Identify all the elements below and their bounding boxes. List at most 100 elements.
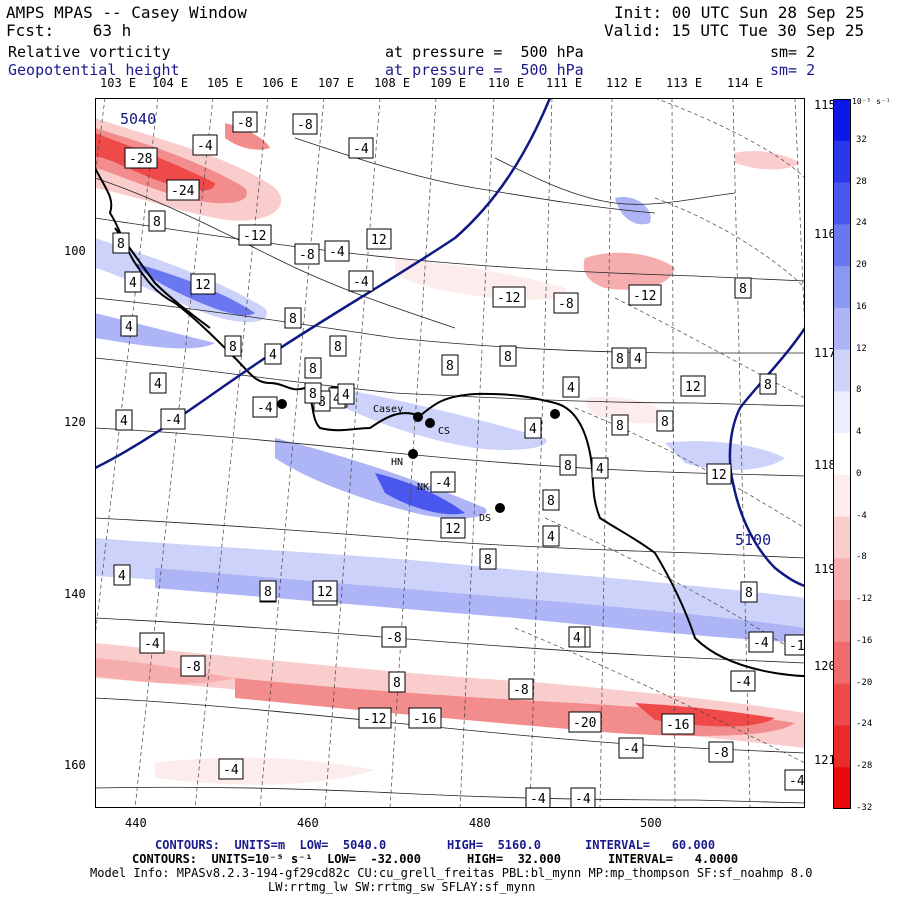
contour-label-box xyxy=(139,632,165,654)
contour-label-box xyxy=(259,580,277,602)
contour-label: -8 xyxy=(237,116,253,131)
contour-label: -4 xyxy=(353,275,369,290)
contour-label: 4 xyxy=(342,388,350,403)
contour-labels: -28-24-4-8 -8-48-48 124448-12-8-4128488-12… xyxy=(112,111,805,808)
geo-label-5040: 5040 xyxy=(120,110,156,128)
colorbar-tick-label: 4 xyxy=(856,427,862,438)
contour-label-box xyxy=(430,471,456,493)
colorbar-swatch xyxy=(833,99,851,142)
footer-model-info-2: LW:rrtmg_lw SW:rrtmg_sw SFLAY:sf_mynn xyxy=(268,880,536,894)
colorbar-tick-label: -8 xyxy=(856,552,867,563)
colorbar-swatch xyxy=(833,307,851,351)
contour-label-box xyxy=(568,626,586,648)
contour-label-box xyxy=(304,357,322,379)
contour-label-box xyxy=(784,769,805,791)
lon-label: 107 E xyxy=(318,76,355,90)
contour-label: -12 xyxy=(243,229,266,244)
contour-label-box xyxy=(120,315,138,337)
contour-label: 8 xyxy=(264,585,272,600)
contour-label: -4 xyxy=(735,675,751,690)
y-axis-label: 160 xyxy=(64,758,86,772)
station-dot-cp[interactable] xyxy=(550,409,560,419)
contour-label: 8 xyxy=(745,586,753,601)
contour-label-box xyxy=(218,758,244,780)
station-label-nk: NK xyxy=(417,482,429,493)
init-time: Init: 00 UTC Sun 28 Sep 25 xyxy=(614,3,865,22)
map-title: AMPS MPAS -- Casey Window xyxy=(6,3,247,22)
contour-label-box xyxy=(441,354,459,376)
colorbar-swatch xyxy=(833,767,851,809)
colorbar-swatch xyxy=(833,683,851,726)
contour-label: 8 xyxy=(334,340,342,355)
contour-label: 8 xyxy=(661,415,669,430)
lon-label: 108 E xyxy=(374,76,411,90)
contour-label-box xyxy=(192,134,218,156)
contour-label-box xyxy=(784,634,805,656)
contour-label: -16 xyxy=(666,718,689,733)
station-dot-casey[interactable] xyxy=(413,412,423,422)
lon-label: 113 E xyxy=(666,76,703,90)
station-dot-cs[interactable] xyxy=(425,418,435,428)
contour-label-box xyxy=(294,243,320,265)
contour-label-box xyxy=(149,372,167,394)
station-label-hn: HN xyxy=(391,457,403,468)
geo-label-5100: 5100 xyxy=(735,531,771,549)
contour-label-box xyxy=(525,787,551,808)
contour-label: -20 xyxy=(573,716,596,731)
colorbar-swatch xyxy=(833,433,851,476)
contour-label-box xyxy=(358,707,392,729)
contour-label: 8 xyxy=(504,350,512,365)
station-dot-sr[interactable] xyxy=(277,399,287,409)
contour-label: 4 xyxy=(129,276,137,291)
contour-label: -4 xyxy=(257,401,273,416)
colorbar-swatch xyxy=(833,140,851,184)
contour-label-box xyxy=(124,147,158,169)
contour-label-box xyxy=(680,375,706,397)
contour-label: 8 xyxy=(739,282,747,297)
colorbar-swatch xyxy=(833,516,851,559)
station-dot-ds[interactable] xyxy=(495,503,505,513)
colorbar-swatch xyxy=(833,725,851,768)
contour-label-box xyxy=(611,414,629,436)
contour-label: 8 xyxy=(446,359,454,374)
contour-label-box xyxy=(628,284,662,306)
contour-label-box xyxy=(542,489,560,511)
contour-label-box xyxy=(408,707,442,729)
contour-label: 8 xyxy=(564,459,572,474)
contour-label-box xyxy=(337,383,355,405)
colorbar-tick-label: -20 xyxy=(856,677,873,688)
contour-label: 8 xyxy=(153,215,161,230)
footer-model-info: Model Info: MPASv8.2.3-194-gf29cd82c CU:… xyxy=(90,866,813,880)
contour-label: 4 xyxy=(333,392,341,407)
contour-label-box xyxy=(499,345,517,367)
station-label-casey: Casey xyxy=(373,404,403,415)
footer-vort-interval: INTERVAL= 4.0000 xyxy=(608,852,739,866)
contour-label: -8 xyxy=(299,248,315,263)
contour-label: -12 xyxy=(633,289,656,304)
colorbar-tick-label: 32 xyxy=(856,134,867,145)
colorbar-tick-label: 12 xyxy=(856,343,867,354)
contour-label: 8 xyxy=(318,395,326,410)
longitude-labels-top: 103 E 104 E 105 E 106 E 107 E 108 E 109 … xyxy=(94,76,814,92)
contour-label-box xyxy=(329,335,347,357)
contour-label: -28 xyxy=(129,152,152,167)
contour-label-box xyxy=(591,457,609,479)
colorbar-swatch xyxy=(833,474,851,518)
colorbar-tick-label: 28 xyxy=(856,176,867,187)
station-dot-hn[interactable] xyxy=(408,449,418,459)
contour-label-box xyxy=(292,113,318,135)
contour-label: -4 xyxy=(530,792,546,807)
contour-label-box xyxy=(112,232,130,254)
contour-label: 8 xyxy=(289,312,297,327)
contour-label: -4 xyxy=(623,742,639,757)
contour-label-box xyxy=(708,741,734,763)
x-axis-label: 440 xyxy=(125,816,147,830)
contour-label: 8 xyxy=(393,676,401,691)
colorbar-tick-label: -12 xyxy=(856,594,873,605)
x-axis-label: 480 xyxy=(469,816,491,830)
colorbar-tick-label: 0 xyxy=(856,468,862,479)
contour-label-box xyxy=(508,678,534,700)
contour-label-box xyxy=(166,179,200,201)
contour-label: 4 xyxy=(154,377,162,392)
colorbar-tick-label: -16 xyxy=(856,635,873,646)
